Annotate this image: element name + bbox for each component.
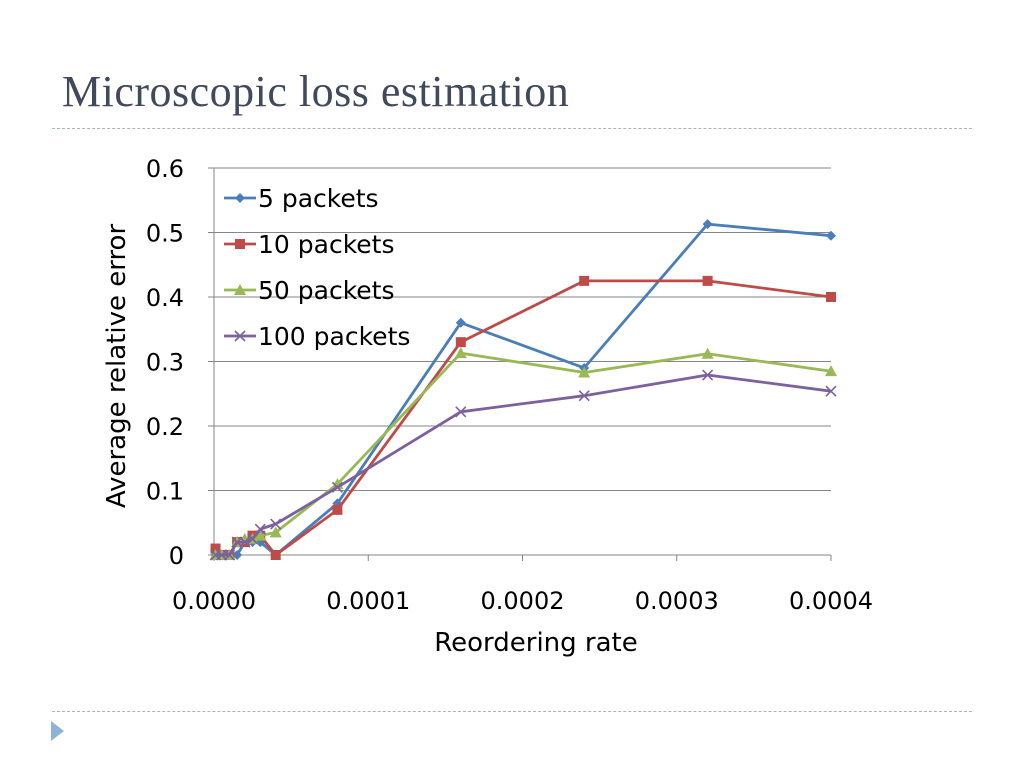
legend-label: 5 packets: [258, 184, 379, 213]
x-tick-label: 0.0003: [635, 587, 719, 615]
data-point: [825, 365, 837, 377]
series-line: [215, 351, 832, 557]
legend-marker: [235, 239, 245, 249]
x-axis-ticks: 0.0000 0.0001 0.0002 0.0003 0.0004: [172, 555, 873, 615]
y-tick-label: 0: [169, 542, 184, 570]
data-point: [331, 481, 343, 493]
data-point: [332, 504, 343, 515]
y-tick-label: 0.6: [146, 155, 184, 183]
legend-label: 100 packets: [258, 322, 410, 351]
legend-marker: [234, 330, 246, 342]
footer-divider: [52, 711, 972, 712]
triangle-right-icon[interactable]: [51, 721, 64, 741]
x-tick-label: 0.0000: [172, 587, 256, 615]
data-point: [702, 275, 713, 286]
data-point: [701, 347, 714, 359]
data-point: [826, 292, 836, 302]
y-axis-label: Average relative error: [102, 224, 132, 509]
data-point: [254, 523, 266, 535]
x-tick-label: 0.0001: [326, 587, 410, 615]
data-point: [270, 550, 281, 560]
data-point: [702, 219, 713, 230]
y-tick-label: 0.1: [146, 478, 184, 506]
data-point: [578, 366, 591, 378]
data-point: [232, 550, 243, 560]
data-point: [579, 275, 590, 286]
y-tick-label: 0.2: [146, 413, 184, 441]
data-point: [578, 390, 590, 402]
legend-item: 5 packets: [224, 184, 379, 213]
legend-marker: [234, 284, 246, 295]
x-tick-label: 0.0004: [789, 587, 873, 615]
legend-item: 100 packets: [224, 322, 410, 351]
data-point: [246, 533, 259, 545]
legend-item: 50 packets: [224, 276, 395, 305]
data-point: [454, 347, 467, 359]
data-point: [254, 529, 267, 541]
legend-item: 10 packets: [224, 230, 395, 259]
data-point: [223, 549, 235, 561]
data-point: [455, 337, 466, 348]
legend: 5 packets 10 packets 50 packets 100 packets: [224, 184, 410, 351]
slide-title: Microscopic loss estimation: [62, 67, 570, 116]
legend-marker: [235, 193, 245, 203]
data-point: [825, 385, 837, 397]
data-point: [455, 406, 467, 418]
data-point: [239, 536, 251, 548]
data-point: [826, 230, 836, 241]
series: [209, 219, 837, 561]
x-tick-label: 0.0002: [481, 587, 565, 615]
chart: 0.0000 0.0001 0.0002 0.0003 0.0004 0 0.1 0.2 0.…: [102, 155, 873, 658]
series-2: [210, 275, 836, 560]
data-point: [269, 526, 282, 538]
data-point: [455, 317, 466, 328]
series-4: [209, 369, 837, 561]
data-point: [270, 518, 282, 530]
legend-label: 10 packets: [258, 230, 395, 259]
data-point: [210, 543, 221, 554]
data-point: [702, 369, 714, 381]
y-tick-label: 0.4: [146, 284, 184, 312]
title-divider: [52, 128, 972, 129]
gridlines: [214, 167, 831, 491]
y-axis-ticks: 0 0.1 0.2 0.3 0.4 0.5 0.6: [146, 155, 214, 570]
y-tick-label: 0.5: [146, 220, 184, 248]
legend-label: 50 packets: [258, 276, 395, 305]
x-axis-label: Reordering rate: [434, 628, 638, 658]
y-tick-label: 0.3: [146, 349, 184, 377]
